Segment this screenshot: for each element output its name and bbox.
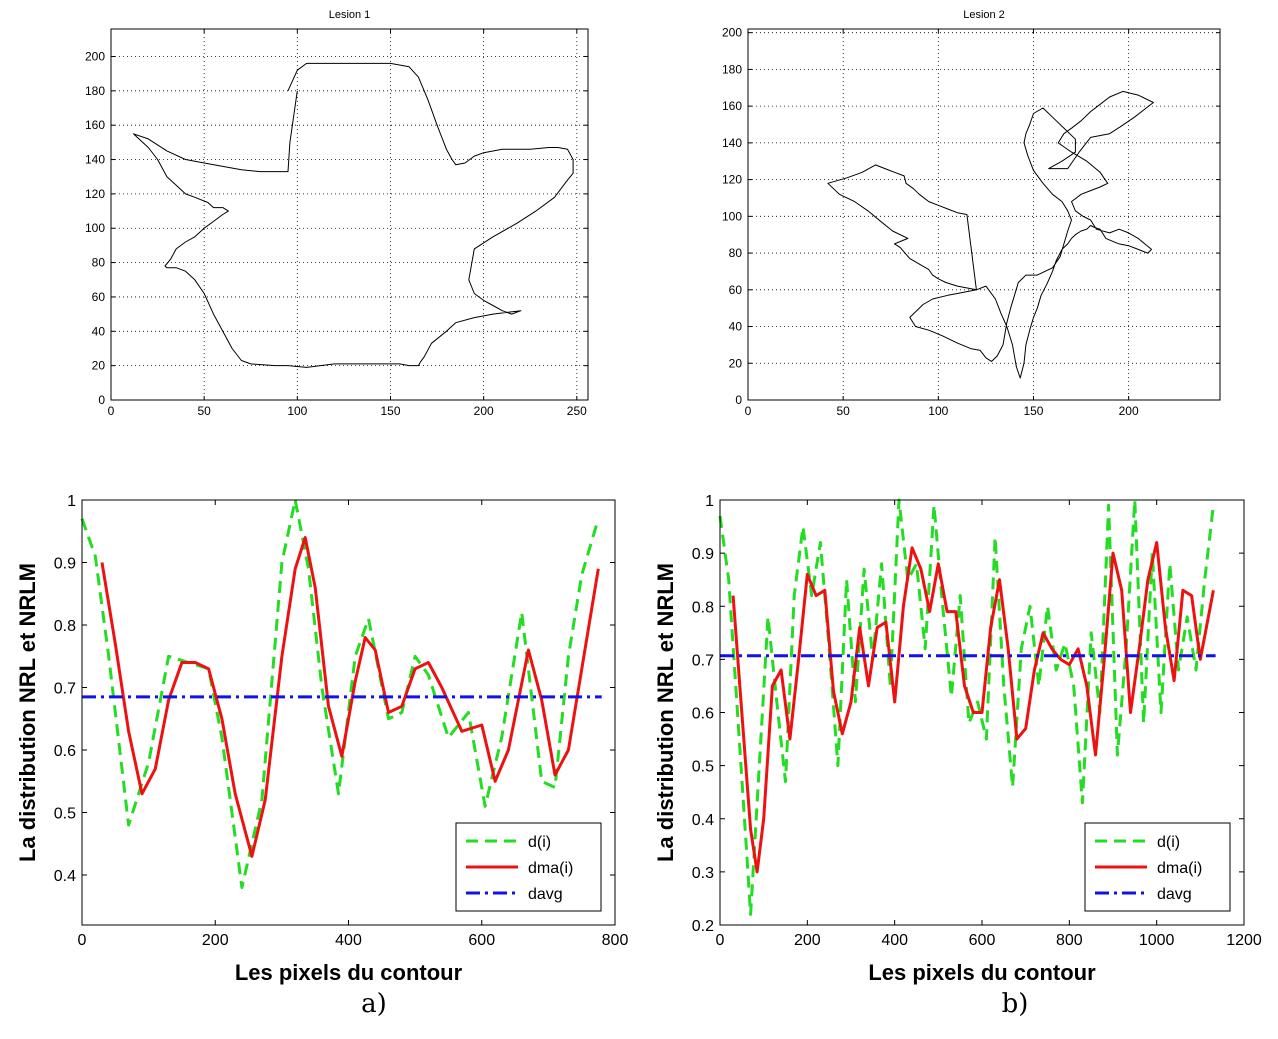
- y-tick-label: 60: [92, 290, 106, 304]
- y-tick-label: 0.5: [692, 759, 714, 776]
- chart-title: Lesion 2: [963, 9, 1005, 21]
- y-tick-label: 0.9: [54, 556, 76, 573]
- y-tick-label: 180: [85, 84, 105, 98]
- y-tick-label: 0: [735, 393, 742, 407]
- x-tick-label: 0: [716, 932, 725, 949]
- x-tick-label: 50: [836, 404, 850, 418]
- y-tick-label: 120: [722, 173, 742, 187]
- y-tick-label: 20: [729, 356, 743, 370]
- y-tick-label: 60: [729, 283, 743, 297]
- axes-box: [747, 28, 1221, 401]
- y-tick-label: 180: [722, 62, 742, 76]
- y-tick-label: 140: [722, 136, 742, 150]
- y-tick-label: 0.7: [54, 681, 76, 698]
- y-tick-label: 80: [729, 246, 743, 260]
- x-tick-label: 1000: [1139, 932, 1175, 949]
- x-tick-label: 800: [602, 932, 629, 949]
- y-tick-label: 0.5: [54, 806, 76, 823]
- x-tick-label: 100: [287, 404, 307, 418]
- legend: d(i) dma(i) davg: [455, 822, 602, 912]
- x-tick-label: 150: [1023, 404, 1043, 418]
- y-tick-label: 0.6: [54, 743, 76, 760]
- x-tick-label: 200: [794, 932, 821, 949]
- x-tick-label: 250: [567, 404, 587, 418]
- x-tick-label: 400: [335, 932, 362, 949]
- y-tick-label: 0.8: [54, 618, 76, 635]
- y-axis-label: La distribution NRL et NRLM: [653, 563, 678, 862]
- x-tick-label: 150: [380, 404, 400, 418]
- y-tick-label: 200: [722, 26, 742, 40]
- y-axis-label: La distribution NRL et NRLM: [15, 563, 40, 862]
- y-tick-label: 0.7: [692, 652, 714, 669]
- legend-label-d-i: d(i): [528, 834, 551, 851]
- series-dma-i: [100, 536, 600, 858]
- caption-b: b): [1002, 989, 1029, 1019]
- y-tick-label: 0.3: [692, 865, 714, 882]
- contour-line: [132, 62, 574, 368]
- legend-label-dma-i: dma(i): [528, 860, 573, 877]
- x-tick-label: 600: [969, 932, 996, 949]
- series-dma-i: [731, 541, 1215, 874]
- caption-a: a): [361, 989, 387, 1019]
- y-tick-label: 0.6: [692, 706, 714, 723]
- distribution-plot-b: 0 200 400 600 800 1000 1200 0.2 0.3 0.4 0.5 0.6 0.7 0…: [653, 493, 1262, 985]
- series-d-i: [718, 498, 1215, 916]
- y-tick-label: 160: [85, 118, 105, 132]
- x-tick-label: 50: [197, 404, 211, 418]
- contour-line: [827, 90, 1154, 379]
- y-tick-label: 1: [67, 493, 76, 510]
- lesion-2-contour-plot: 0 50 100 150 200 0 20 40 60 80 100 120 140 160 180 200 L…: [722, 9, 1221, 418]
- x-tick-label: 600: [468, 932, 495, 949]
- x-tick-label: 1200: [1226, 932, 1262, 949]
- y-tick-label: 100: [722, 209, 742, 223]
- y-tick-label: 160: [722, 99, 742, 113]
- x-tick-label: 200: [1119, 404, 1139, 418]
- x-tick-label: 800: [1056, 932, 1083, 949]
- legend-label-dma-i: dma(i): [1157, 860, 1202, 877]
- y-tick-label: 120: [85, 187, 105, 201]
- y-tick-label: 0.9: [692, 546, 714, 563]
- y-tick-label: 1: [705, 493, 714, 510]
- x-axis-label: Les pixels du contour: [868, 960, 1096, 985]
- legend: d(i) dma(i) davg: [1084, 822, 1231, 912]
- x-tick-label: 0: [108, 404, 115, 418]
- y-tick-label: 0.2: [692, 918, 714, 935]
- y-tick-label: 140: [85, 153, 105, 167]
- y-tick-label: 0.4: [54, 868, 76, 885]
- distribution-plot-a: 0 200 400 600 800 0.4 0.5 0.6 0.7 0.8 0.9 1 Les pixe…: [15, 493, 628, 985]
- axes-box: [110, 28, 589, 401]
- y-tick-label: 40: [729, 320, 743, 334]
- y-tick-label: 40: [92, 324, 106, 338]
- x-tick-label: 0: [745, 404, 752, 418]
- x-tick-label: 200: [474, 404, 494, 418]
- y-tick-label: 0.4: [692, 812, 714, 829]
- legend-label-d-i: d(i): [1157, 834, 1180, 851]
- legend-label-davg: davg: [1157, 886, 1192, 903]
- x-axis-label: Les pixels du contour: [235, 960, 463, 985]
- chart-title: Lesion 1: [329, 9, 371, 21]
- legend-label-davg: davg: [528, 886, 563, 903]
- lesion-1-contour-plot: 0 50 100 150 200 250 0 20 40 60 80 100 120 140 160 180 2…: [85, 9, 589, 418]
- x-tick-label: 400: [881, 932, 908, 949]
- y-tick-label: 20: [92, 359, 106, 373]
- y-tick-label: 200: [85, 49, 105, 63]
- x-tick-label: 0: [78, 932, 87, 949]
- x-tick-label: 200: [202, 932, 229, 949]
- y-tick-label: 0: [98, 393, 105, 407]
- x-tick-label: 100: [928, 404, 948, 418]
- y-tick-label: 0.8: [692, 599, 714, 616]
- y-tick-label: 80: [92, 256, 106, 270]
- y-tick-label: 100: [85, 221, 105, 235]
